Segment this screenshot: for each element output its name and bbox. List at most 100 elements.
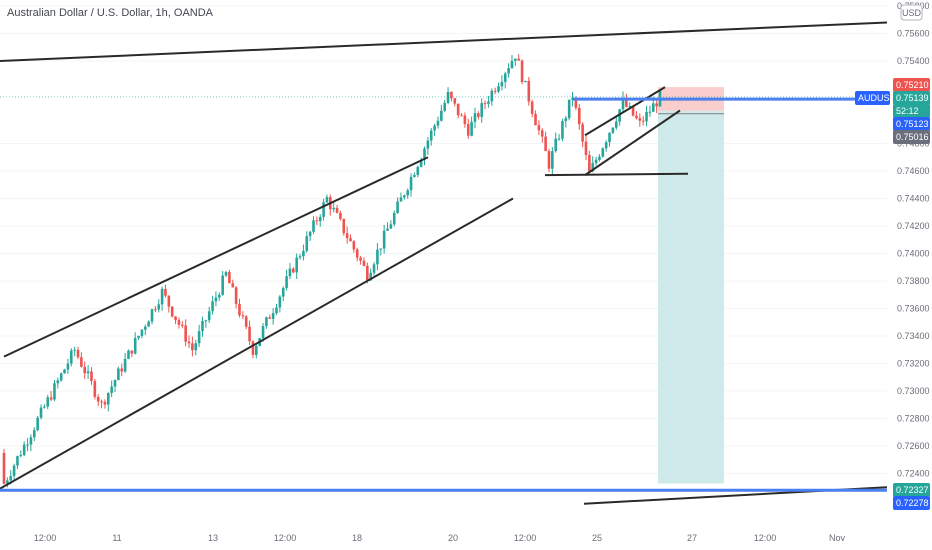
support-price-tag-bg: [893, 496, 930, 510]
candle-body: [255, 345, 258, 355]
target-price-tag-bg: [893, 483, 930, 497]
currency-label: USD: [900, 4, 923, 21]
candle-body: [308, 231, 312, 237]
candle-body: [366, 265, 369, 281]
candle-body: [167, 295, 171, 307]
candle-body: [611, 127, 615, 133]
candle-body: [110, 386, 113, 393]
level-price-tag: 0.75123: [893, 117, 930, 131]
candle-body: [648, 111, 652, 113]
candle-body: [36, 417, 39, 431]
stop-price-tag-bg: [893, 78, 930, 92]
candle-body: [379, 248, 383, 250]
candle-body: [497, 86, 500, 92]
candle-body: [598, 156, 601, 160]
time-tick-label: 11: [112, 533, 121, 543]
candle-body: [180, 324, 184, 326]
candle-body: [143, 326, 147, 330]
candle-body: [369, 272, 372, 281]
candle-body: [631, 105, 635, 116]
candle-body: [507, 68, 510, 74]
time-tick-label: 12:00: [514, 533, 537, 543]
candle-body: [574, 97, 578, 108]
candle-body: [423, 148, 426, 160]
candle-body: [413, 174, 416, 177]
candle-body: [450, 91, 453, 99]
time-tick-label: 27: [687, 533, 697, 543]
price-tick-label: 0.73400: [897, 331, 930, 341]
horizontal-levels: [0, 96, 887, 492]
candle-body: [355, 249, 359, 258]
candle-body: [581, 124, 584, 142]
time-tick-label: Nov: [829, 533, 846, 543]
price-tick-label: 0.73000: [897, 386, 930, 396]
candle-body: [315, 220, 319, 222]
last-price-tag: 0.75139: [893, 91, 930, 105]
candle-body: [187, 341, 191, 344]
candle-body: [234, 287, 238, 304]
candle-body: [251, 341, 255, 355]
candle-body: [117, 368, 120, 381]
candle-body: [530, 101, 534, 114]
candle-body: [641, 120, 645, 122]
candle-body: [318, 216, 322, 222]
price-tick-label: 0.74600: [897, 166, 930, 176]
candle-body: [292, 268, 295, 273]
candle-body: [416, 166, 420, 175]
candle-body: [83, 366, 87, 374]
candle-body: [577, 107, 581, 125]
candle-body: [218, 294, 221, 298]
candle-body: [76, 349, 80, 358]
candle-body: [399, 197, 403, 202]
candle-body: [228, 271, 231, 284]
candle-body: [123, 358, 127, 372]
price-tick-label: 0.73200: [897, 359, 930, 369]
stop-price-tag: 0.75210: [893, 78, 930, 92]
candle-body: [551, 151, 554, 169]
candle-body: [22, 444, 26, 456]
candle-body: [261, 326, 265, 339]
candle-body: [207, 311, 211, 321]
price-tick-label: 0.75600: [897, 29, 930, 39]
chart-title: Australian Dollar / U.S. Dollar, 1h, OAN…: [7, 7, 214, 19]
currency-text: USD: [902, 8, 922, 18]
candle-body: [635, 115, 638, 119]
candle-body: [335, 207, 339, 213]
candle-body: [224, 271, 228, 276]
candle-body: [419, 159, 423, 167]
take-profit-zone: [658, 110, 724, 484]
candle-body: [248, 326, 251, 342]
candle-body: [133, 338, 137, 354]
candle-body: [359, 257, 362, 261]
candle-body: [349, 238, 352, 242]
candle-body: [463, 115, 467, 125]
candle-body: [127, 350, 130, 359]
candle-body: [483, 103, 487, 105]
candle-body: [86, 371, 90, 374]
candle-body: [302, 250, 305, 257]
candle-body: [214, 297, 218, 302]
candle-body: [571, 97, 574, 100]
stop-price-tag-text: 0.75210: [896, 80, 929, 90]
candle-body: [524, 80, 527, 83]
candle-body: [436, 120, 440, 126]
candle-body: [540, 130, 544, 137]
candle-body: [601, 148, 605, 157]
candle-body: [93, 381, 97, 397]
trendline: [584, 109, 681, 176]
price-tick-label: 0.75400: [897, 56, 930, 66]
candle-body: [352, 241, 356, 250]
candle-body: [493, 90, 497, 92]
candle-body: [211, 301, 214, 312]
time-tick-label: 25: [592, 533, 602, 543]
candle-body: [174, 316, 177, 321]
candle-body: [446, 91, 450, 103]
candle-body: [544, 136, 547, 152]
countdown-tag-text: 52:12: [896, 106, 919, 116]
time-tick-label: 20: [448, 533, 458, 543]
candle-body: [453, 98, 457, 104]
candle-body: [73, 349, 76, 351]
candle-body: [604, 142, 608, 149]
trendline-drawings: [0, 21, 888, 505]
